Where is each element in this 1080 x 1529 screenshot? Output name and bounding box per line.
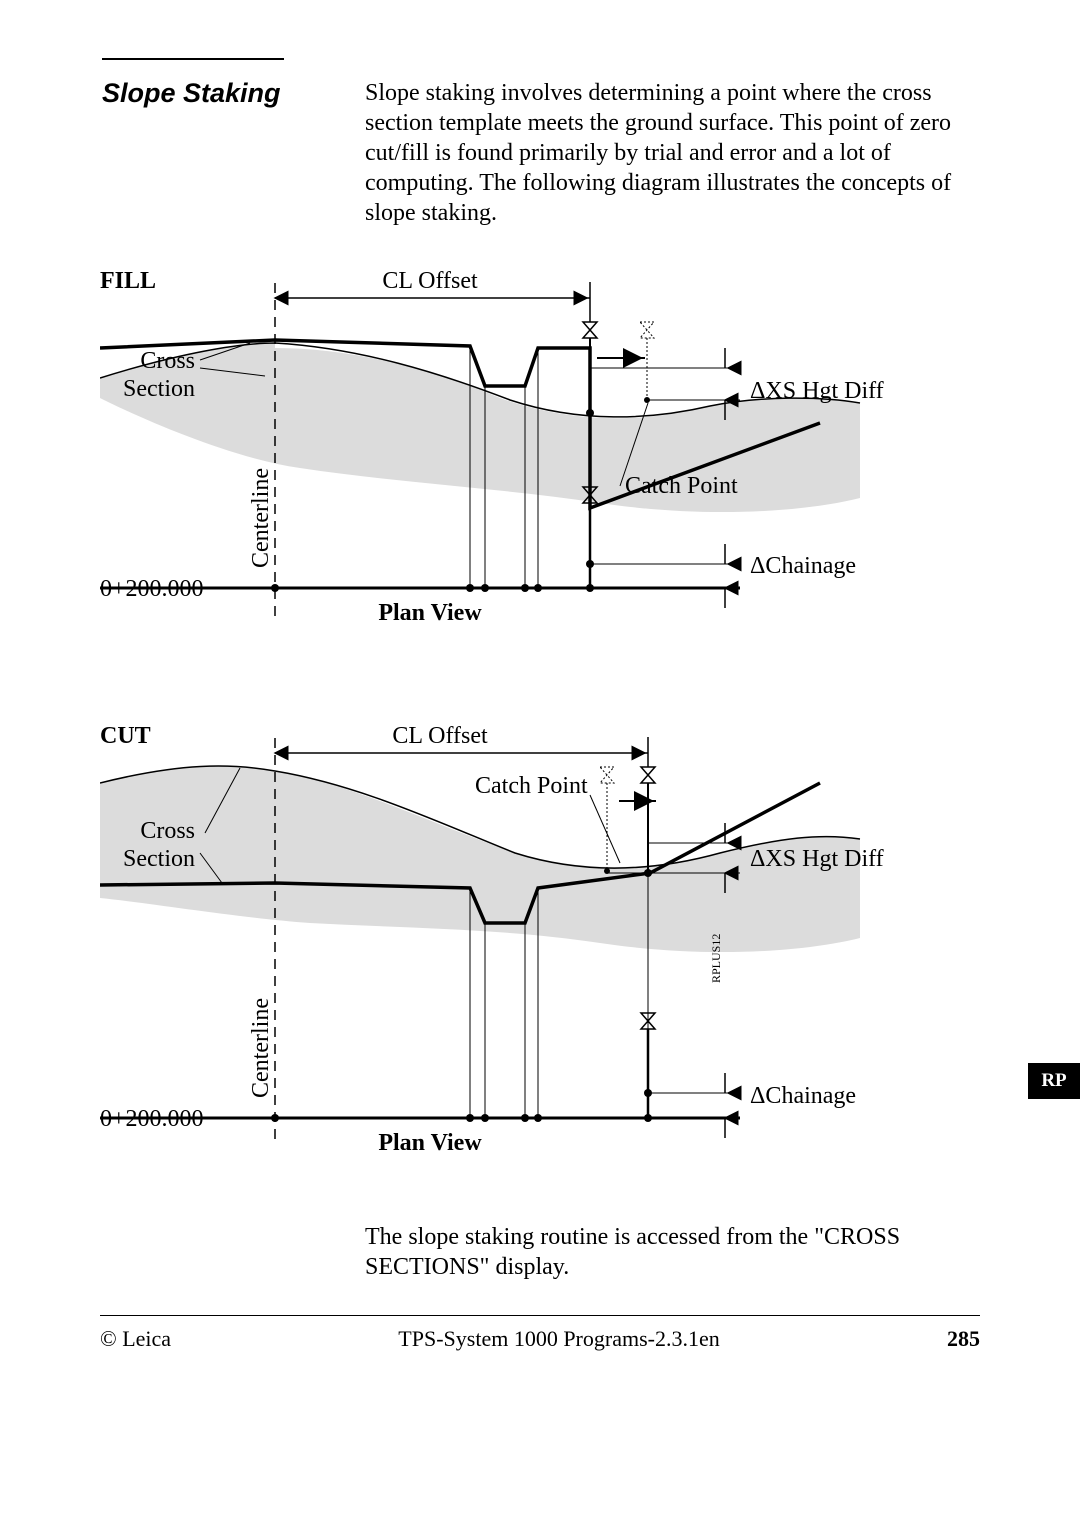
chainage-cut: 0+200.000 — [100, 1106, 204, 1132]
footer-left: © Leica — [100, 1326, 171, 1352]
xs-hgt-cut: ΔXS Hgt Diff — [750, 846, 884, 872]
cl-offset-label-cut: CL Offset — [392, 723, 488, 749]
page: Slope Staking Slope staking involves det… — [0, 0, 1080, 1529]
cut-diagram: CL Offset — [100, 723, 884, 1156]
plan-view-label: Plan View — [378, 600, 482, 626]
section-heading: Slope Staking — [102, 78, 281, 109]
footer-rule — [100, 1315, 980, 1316]
cross-section-cut2: Section — [123, 846, 195, 872]
cross-section-label1: Cross — [140, 348, 195, 374]
plan-view-cut: Plan View — [378, 1130, 482, 1156]
cl-offset-label: CL Offset — [382, 268, 478, 294]
footer-center: TPS-System 1000 Programs-2.3.1en — [398, 1326, 719, 1352]
chainage-label: 0+200.000 — [100, 576, 204, 602]
dchainage-label: ΔChainage — [750, 553, 856, 579]
page-footer: © Leica TPS-System 1000 Programs-2.3.1en… — [100, 1326, 980, 1352]
centerline-label: Centerline — [248, 468, 274, 568]
heading-rule — [102, 58, 284, 60]
intro-paragraph: Slope staking involves determining a poi… — [365, 78, 985, 228]
catch-point-label: Catch Point — [625, 473, 738, 499]
section-tab: RP — [1028, 1063, 1080, 1099]
outro-paragraph: The slope staking routine is accessed fr… — [365, 1222, 985, 1282]
cross-section-label2: Section — [123, 376, 195, 402]
fill-diagram: CL Offset ΔXS Hgt Diff Catch Point ΔChai… — [100, 268, 884, 626]
catch-point-cut: Catch Point — [475, 773, 588, 799]
centerline-cut: Centerline — [248, 998, 274, 1098]
cross-section-cut1: Cross — [140, 818, 195, 844]
diagram-code: RPLUS12 — [709, 934, 723, 983]
xs-hgt-label: ΔXS Hgt Diff — [750, 378, 884, 404]
fill-title: FILL — [100, 268, 156, 294]
dchainage-cut: ΔChainage — [750, 1083, 856, 1109]
footer-page-number: 285 — [947, 1326, 980, 1352]
cut-title: CUT — [100, 723, 151, 749]
slope-staking-diagram: CL Offset ΔXS Hgt Diff Catch Point ΔChai… — [100, 268, 980, 1208]
